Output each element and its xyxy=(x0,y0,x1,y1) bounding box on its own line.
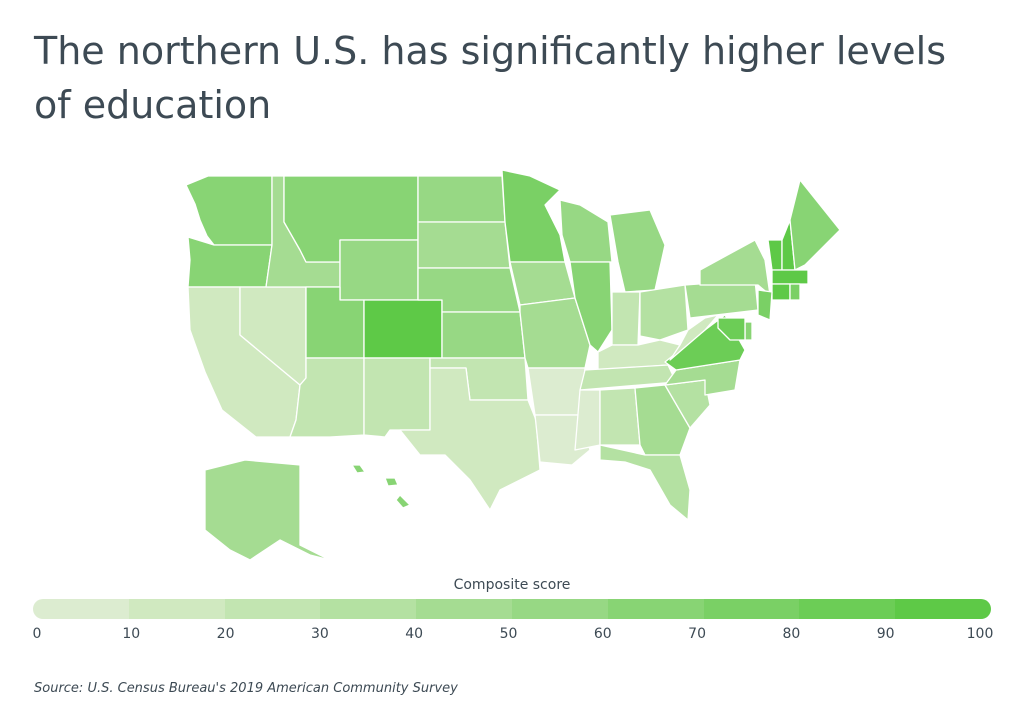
legend-ticks: 0 10 20 30 40 50 60 70 80 90 100 xyxy=(0,626,1024,646)
legend-title: Composite score xyxy=(453,577,571,593)
legend-segment-6 xyxy=(607,599,704,619)
legend-segment-8 xyxy=(799,599,896,619)
legend-tick-40: 40 xyxy=(405,626,424,642)
state-md xyxy=(717,317,746,341)
legend-tick-50: 50 xyxy=(499,626,518,642)
state-pa xyxy=(684,279,759,319)
legend-tick-60: 60 xyxy=(593,626,612,642)
legend-tick-20: 20 xyxy=(216,626,235,642)
legend-tick-10: 10 xyxy=(122,626,141,642)
state-fl xyxy=(599,444,691,521)
state-hi xyxy=(351,464,411,509)
state-de xyxy=(744,321,753,341)
map-title: The northern U.S. has significantly high… xyxy=(34,29,947,127)
state-co xyxy=(363,299,443,359)
legend-segment-7 xyxy=(703,599,800,619)
legend-segment-5 xyxy=(511,599,608,619)
state-mi xyxy=(609,209,666,293)
state-ia xyxy=(509,261,576,306)
legend-segment-4 xyxy=(416,599,512,619)
legend-tick-80: 80 xyxy=(782,626,801,642)
state-or xyxy=(187,236,273,288)
legend-tick-100: 100 xyxy=(966,626,994,642)
state-me xyxy=(789,179,841,271)
state-in xyxy=(611,291,641,346)
state-ct xyxy=(771,283,791,301)
legend-segment-1 xyxy=(128,599,225,619)
state-tx xyxy=(399,367,541,511)
legend-segment-3 xyxy=(320,599,417,619)
state-ar xyxy=(527,367,586,416)
legend-tick-0: 0 xyxy=(32,626,42,642)
state-oh xyxy=(639,284,689,341)
state-ma xyxy=(771,269,809,285)
state-vt xyxy=(767,239,783,271)
state-mn xyxy=(501,169,566,263)
us-choropleth-map xyxy=(185,169,841,561)
source-note: Source: U.S. Census Bureau's 2019 Americ… xyxy=(34,681,458,696)
state-sd xyxy=(417,221,511,269)
state-nd xyxy=(417,175,506,223)
state-wi xyxy=(559,199,613,263)
legend-segment-2 xyxy=(224,599,321,619)
legend-tick-70: 70 xyxy=(688,626,707,642)
legend-tick-90: 90 xyxy=(876,626,895,642)
state-ms xyxy=(574,389,601,451)
state-nj xyxy=(757,289,773,321)
state-nm xyxy=(363,357,431,438)
states-layer xyxy=(185,169,841,561)
state-ks xyxy=(441,311,526,359)
state-wy xyxy=(339,239,419,301)
legend-color-bar xyxy=(33,599,991,619)
legend-tick-30: 30 xyxy=(310,626,329,642)
state-wa xyxy=(185,175,273,246)
state-ri xyxy=(789,283,801,301)
state-al xyxy=(599,387,641,446)
legend-segment-9 xyxy=(895,599,991,619)
state-ak xyxy=(204,459,331,561)
legend-segment-0 xyxy=(33,599,129,619)
